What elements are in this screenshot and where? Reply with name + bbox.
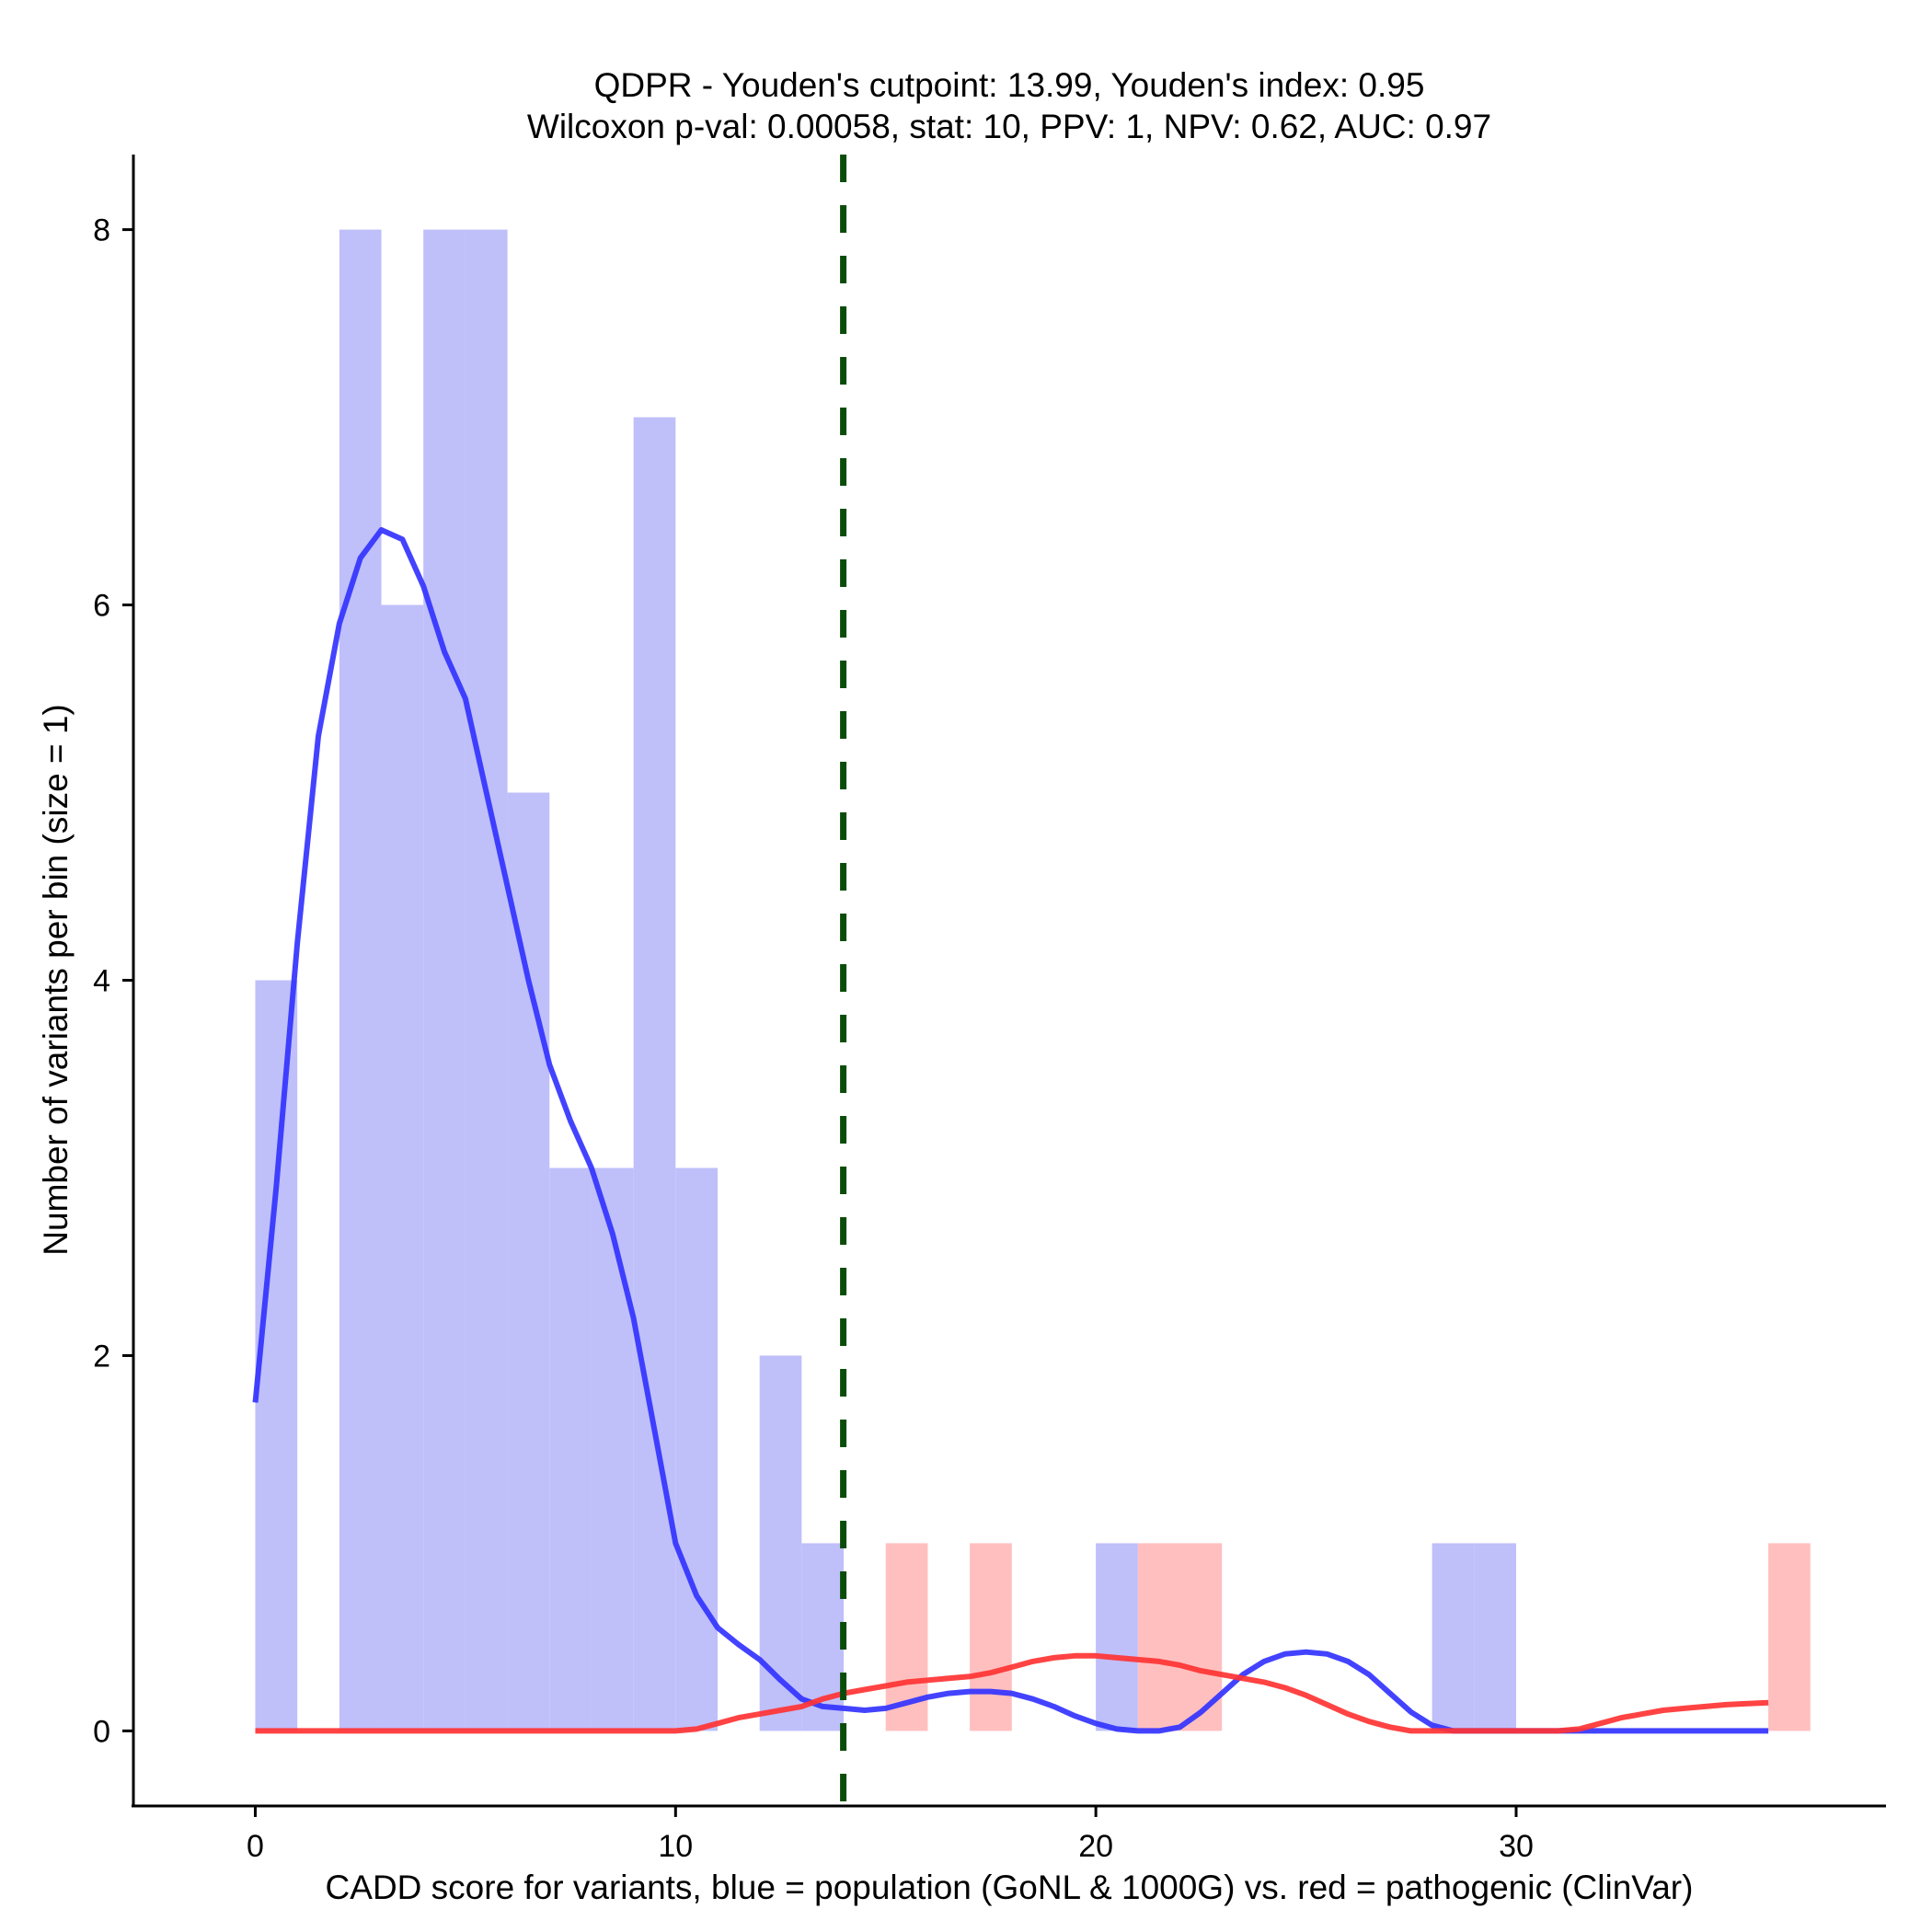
y-tick-label: 6 — [93, 589, 110, 624]
population-bar — [1096, 1543, 1138, 1731]
y-tick-label: 2 — [93, 1339, 110, 1374]
y-tick-label: 4 — [93, 964, 110, 999]
population-bar — [675, 1167, 718, 1731]
y-tick-label: 0 — [93, 1714, 110, 1749]
x-tick-label: 30 — [1499, 1829, 1534, 1864]
chart-title-line-2: Wilcoxon p-val: 0.00058, stat: 10, PPV: … — [527, 108, 1491, 145]
population-bar — [507, 792, 550, 1731]
pathogenic-bar — [1137, 1543, 1180, 1731]
pathogenic-bar — [970, 1543, 1012, 1731]
population-bar — [591, 1167, 634, 1731]
population-bar — [633, 417, 676, 1731]
x-axis-title: CADD score for variants, blue = populati… — [326, 1869, 1694, 1906]
population-bar — [549, 1167, 592, 1731]
ticks: 0 10 20 30 0 2 4 6 8 — [93, 213, 1534, 1864]
population-bar — [339, 229, 382, 1731]
population-bar — [759, 1355, 802, 1731]
x-tick-label: 0 — [247, 1829, 264, 1864]
pathogenic-density-curve — [255, 1652, 1769, 1734]
pathogenic-bar — [1179, 1543, 1223, 1731]
population-bar — [1474, 1543, 1516, 1731]
population-bar — [423, 229, 466, 1731]
histogram-bars — [255, 229, 1811, 1731]
y-tick-label: 8 — [93, 213, 110, 248]
pathogenic-bar — [1768, 1543, 1811, 1731]
population-bar — [1432, 1543, 1475, 1731]
population-density-curve — [252, 527, 1769, 1734]
chart-title-line-1: QDPR - Youden's cutpoint: 13.99, Youden'… — [594, 66, 1425, 104]
density-curves — [252, 527, 1769, 1734]
population-bar — [465, 229, 508, 1731]
x-tick-label: 20 — [1078, 1829, 1113, 1864]
x-tick-label: 10 — [658, 1829, 693, 1864]
y-axis-title: Number of variants per bin (size = 1) — [37, 704, 75, 1255]
population-bar — [381, 604, 424, 1731]
